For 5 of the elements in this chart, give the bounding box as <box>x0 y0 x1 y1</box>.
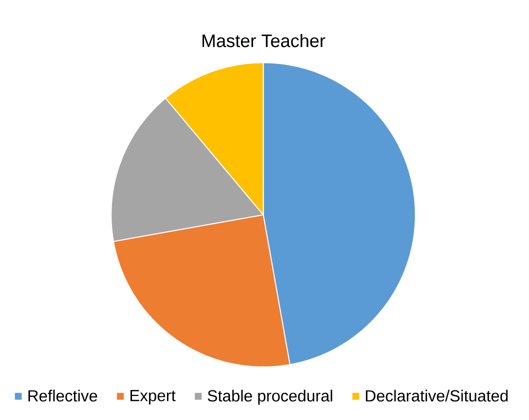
legend-label: Reflective <box>28 390 98 402</box>
legend-label: Declarative/Situated <box>366 390 508 402</box>
legend-label: Expert <box>130 390 176 404</box>
chart-title: Master Teacher <box>202 34 326 48</box>
legend-label: Stable procedural <box>208 390 332 405</box>
